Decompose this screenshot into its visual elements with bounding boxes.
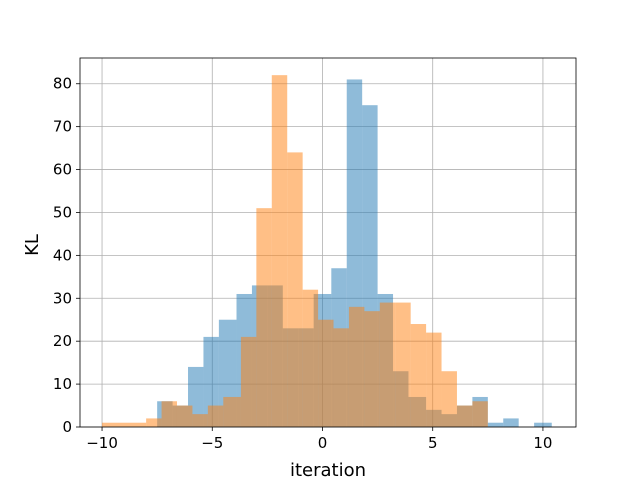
histogram-bar-series-2 [223,396,241,427]
y-tick-label: 80 [53,75,72,93]
histogram-bar-series-2 [410,324,427,427]
histogram-bar-series-2 [256,208,272,427]
histogram-bar-series-2 [207,405,224,427]
histogram-bar-series-2 [456,405,473,427]
histogram-bar-series-2 [472,401,488,427]
histogram-bar-series-1 [503,418,519,427]
histogram-bars [102,75,552,428]
histogram-bar-series-2 [146,418,162,427]
histogram-bar-series-2 [379,302,396,427]
histogram-bar-series-2 [271,75,288,428]
x-tick-label: −5 [201,434,223,452]
grid [80,58,576,428]
histogram-bar-series-2 [302,289,319,427]
y-tick-label: 30 [53,289,72,307]
histogram-bar-series-2 [441,371,457,427]
histogram-bar-series-2 [240,336,257,427]
histogram-bar-series-1 [203,336,219,427]
x-tick-label: 5 [428,434,438,452]
histogram-bar-series-2 [287,152,303,427]
y-tick-label: 0 [62,418,72,436]
histogram-bar-series-2 [395,302,411,427]
histogram-bar-series-1 [487,422,504,427]
histogram-bar-series-2 [161,401,177,427]
histogram-bar-series-2 [102,422,147,427]
y-tick-label: 10 [53,375,72,393]
x-axis-label: iteration [290,460,366,480]
y-axis-label: KL [22,234,43,256]
axis-ticks: −10 −5 0 5 10 0 10 20 30 40 50 60 70 80 [53,75,553,452]
histogram-bar-series-2 [426,332,442,427]
histogram-bar-series-2 [364,311,380,427]
x-tick-label: 10 [533,434,552,452]
y-tick-label: 50 [53,203,72,221]
histogram-bar-series-2 [192,414,208,427]
y-tick-label: 40 [53,246,72,264]
histogram-bar-series-1 [534,422,552,427]
x-tick-label: 0 [318,434,328,452]
x-tick-label: −10 [86,434,118,452]
plot-frame [79,57,577,428]
histogram-bar-series-2 [333,328,349,427]
histogram-bar-series-2 [348,306,365,427]
histogram-bar-series-2 [318,319,334,427]
y-tick-label: 60 [53,161,72,179]
y-tick-label: 20 [53,332,72,350]
y-tick-label: 70 [53,118,72,136]
histogram-bar-series-2 [176,405,193,427]
